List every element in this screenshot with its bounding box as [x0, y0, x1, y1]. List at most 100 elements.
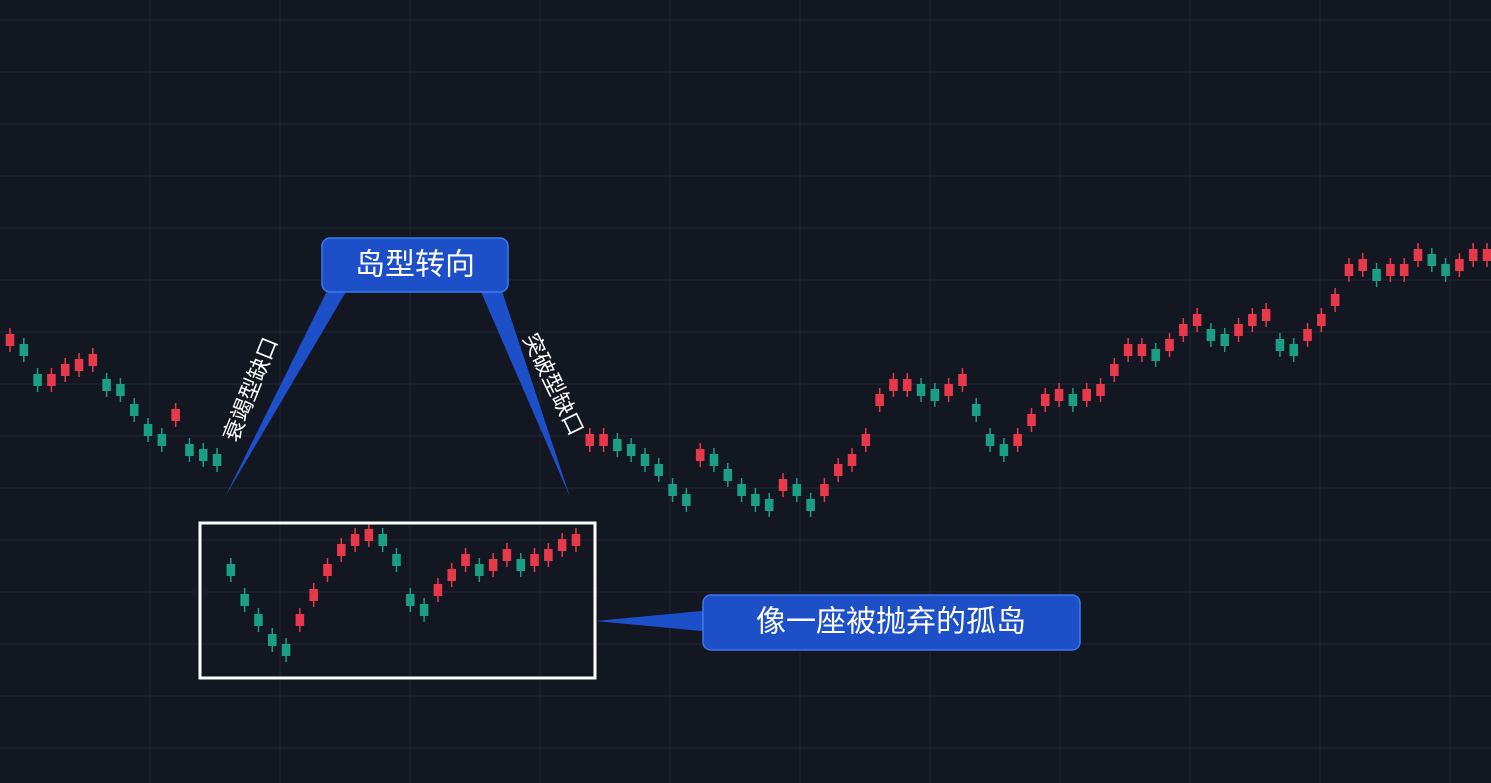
candle-body: [226, 564, 236, 576]
candle-body: [1041, 394, 1050, 406]
candle-body: [999, 444, 1009, 456]
candle-body: [88, 354, 98, 366]
candle-body: [695, 449, 705, 461]
candle-body: [406, 594, 415, 606]
candle-body: [833, 464, 843, 476]
candle-body: [74, 359, 84, 371]
candle-body: [902, 379, 912, 391]
candle-body: [240, 594, 249, 606]
candle-body: [19, 344, 29, 356]
candle-body: [682, 494, 691, 506]
candle-body: [1275, 339, 1285, 351]
candle-body: [709, 454, 719, 466]
candle-body: [1441, 264, 1450, 276]
candle-body: [985, 434, 995, 446]
pointer-island: [595, 610, 712, 632]
candle-body: [364, 529, 374, 541]
candle-body: [1289, 344, 1299, 356]
candle-body: [129, 404, 139, 416]
candle-body: [309, 589, 318, 601]
candle-body: [212, 454, 222, 466]
island-box: [198, 521, 597, 680]
candle-body: [1455, 259, 1464, 271]
candle-body: [516, 559, 526, 571]
candle-body: [820, 484, 829, 496]
island-callout-box: [702, 594, 1081, 651]
candle-body: [1192, 314, 1202, 326]
candle-body: [5, 334, 15, 346]
candle-body: [599, 434, 608, 446]
candle-body: [60, 364, 70, 376]
candle-body: [1317, 314, 1326, 326]
candle-body: [585, 434, 595, 446]
candle-body: [102, 379, 111, 391]
candle-body: [1206, 329, 1216, 341]
candle-body: [419, 604, 429, 616]
candle-body: [157, 434, 167, 446]
candle-body: [1358, 259, 1368, 271]
pointer-left: [225, 285, 350, 497]
candle-body: [1013, 434, 1022, 446]
candle-body: [295, 614, 305, 626]
candle-body: [530, 554, 539, 566]
candle-body: [613, 439, 622, 451]
candle-body: [47, 374, 56, 386]
candle-body: [33, 374, 42, 386]
candle-body: [958, 374, 967, 386]
candle-body: [1137, 344, 1147, 356]
island-callout-text: 像一座被抛弃的孤岛: [756, 605, 1026, 640]
candle-body: [1372, 269, 1381, 281]
candle-body: [626, 444, 636, 456]
candle-body: [861, 434, 871, 446]
candle-body: [875, 394, 884, 406]
candle-body: [930, 389, 940, 401]
candle-body: [1179, 324, 1188, 336]
candle-body: [1123, 344, 1133, 356]
candle-body: [1427, 254, 1437, 266]
candle-body: [281, 644, 291, 656]
candle-body: [254, 614, 263, 626]
candle-body: [889, 379, 898, 391]
candle-body: [502, 549, 512, 561]
candle-body: [475, 564, 484, 576]
candle-body: [323, 564, 332, 576]
candle-body: [1082, 389, 1091, 401]
candle-body: [433, 584, 443, 596]
candle-body: [764, 499, 774, 511]
candle-body: [668, 484, 677, 496]
candle-body: [350, 534, 360, 546]
candle-body: [1110, 364, 1119, 376]
candle-body: [198, 449, 208, 461]
candle-body: [488, 559, 498, 571]
candle-body: [447, 569, 456, 581]
candle-body: [654, 464, 664, 476]
candle-body: [185, 444, 194, 456]
callout-title: 岛型转向: [355, 248, 475, 283]
candle-body: [778, 479, 788, 491]
candle-body: [971, 404, 981, 416]
candle-body: [1413, 249, 1423, 261]
candle-body: [1096, 384, 1105, 396]
candle-body: [1468, 249, 1478, 261]
candles: [5, 243, 1491, 662]
candle-body: [1234, 324, 1243, 336]
candle-body: [1027, 414, 1036, 426]
candle-body: [116, 384, 125, 396]
candle-body: [1303, 329, 1312, 341]
candle-body: [1165, 339, 1174, 351]
candle-body: [1399, 264, 1409, 276]
candle-body: [1054, 389, 1064, 401]
candle-body: [143, 424, 153, 436]
candle-body: [916, 384, 926, 396]
candle-body: [1482, 249, 1491, 261]
candle-body: [1220, 334, 1230, 346]
candle-body: [544, 549, 553, 561]
candle-body: [461, 554, 470, 566]
pointer-right: [478, 285, 570, 497]
candle-body: [1068, 394, 1078, 406]
candle-body: [1344, 264, 1354, 276]
candle-body: [1151, 349, 1160, 361]
